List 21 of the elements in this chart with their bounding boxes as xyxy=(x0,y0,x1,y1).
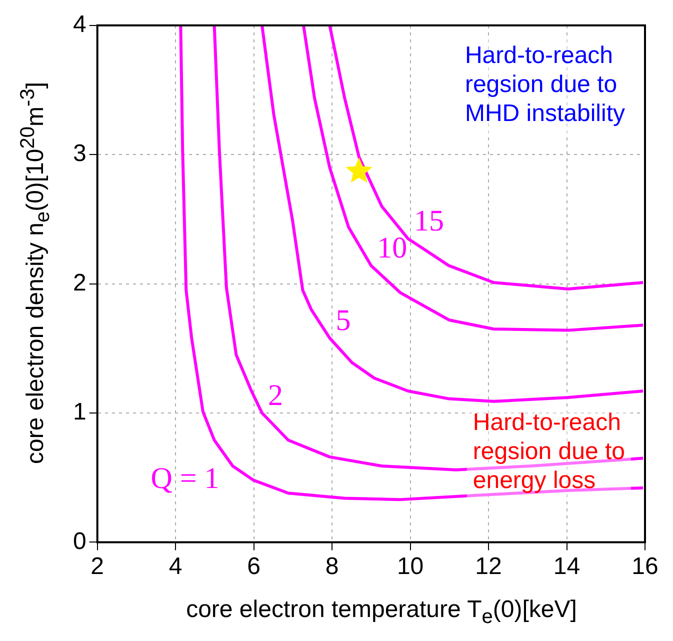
x-tick-label: 12 xyxy=(475,553,502,580)
x-tick-label: 4 xyxy=(168,553,182,580)
series-label: 15 xyxy=(414,204,444,238)
series-label: 10 xyxy=(377,232,408,265)
series-label: 2 xyxy=(268,378,284,412)
y-tick-label: 1 xyxy=(72,398,86,426)
annotation: Hard-to-reach regsion due to energy loss xyxy=(472,409,625,494)
x-tick-label: 16 xyxy=(632,553,658,580)
annotation: Hard-to-reach regsion due to MHD instability xyxy=(464,42,625,128)
x-tick-label: 6 xyxy=(247,553,260,580)
y-tick-label: 3 xyxy=(72,140,86,168)
series-label: 5 xyxy=(336,304,351,337)
y-tick-label: 4 xyxy=(72,11,86,38)
y-tick-label: 0 xyxy=(72,528,86,555)
x-tick-label: 14 xyxy=(553,553,580,580)
x-tick-label: 2 xyxy=(90,553,104,580)
x-tick-label: 10 xyxy=(396,553,424,580)
series-label: Q = 1 xyxy=(150,462,220,496)
y-tick-label: 2 xyxy=(72,269,86,296)
x-axis-title: core electron temperature T$_{e}$(0)[keV] xyxy=(185,596,578,629)
x-tick-label: 8 xyxy=(325,553,339,580)
